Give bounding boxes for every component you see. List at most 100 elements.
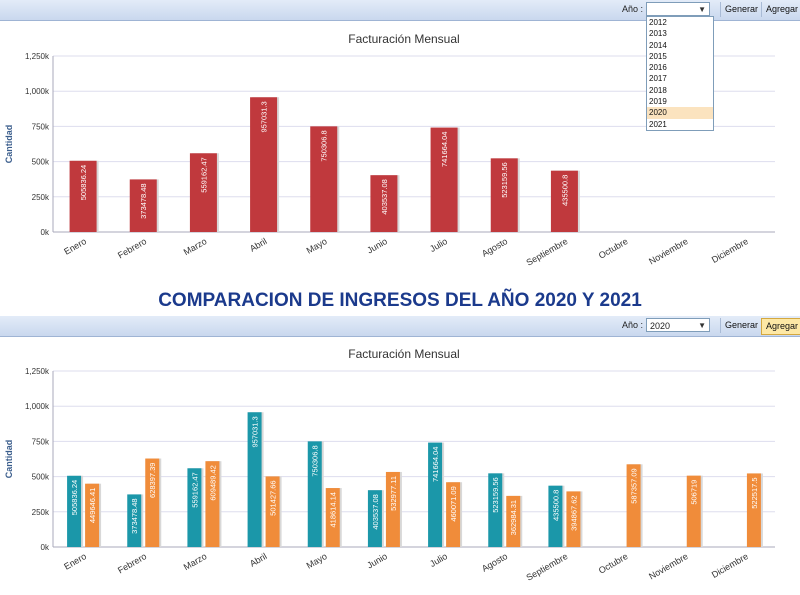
data-label: 750306.8 <box>311 445 320 476</box>
year-option[interactable]: 2016 <box>649 63 667 73</box>
data-label: 628397.39 <box>148 463 157 498</box>
add-button[interactable]: Agregar <box>761 318 800 335</box>
toolbar-top: Año : ▼ Generar Agregar <box>0 0 800 21</box>
year-label: Año : <box>622 4 644 14</box>
bar-2020[interactable] <box>490 158 518 232</box>
year-option[interactable]: 2017 <box>649 74 667 84</box>
year-option[interactable]: 2014 <box>649 40 667 50</box>
year-label: Año : <box>622 320 644 330</box>
bar-2020[interactable] <box>430 127 458 232</box>
chart-monthly-billing-comparison: Facturación Mensual Cantidad 0k 250k 500k 750… <box>4 347 775 583</box>
bar-2021[interactable] <box>506 495 521 547</box>
x-tick-label: Febrero <box>116 236 148 260</box>
data-label: 741664.04 <box>440 132 449 167</box>
x-tick-label: Febrero <box>116 551 148 575</box>
x-tick-label: Marzo <box>182 236 209 257</box>
chevron-down-icon: ▼ <box>698 5 706 14</box>
year-option[interactable]: 2020 <box>647 107 713 119</box>
bar-2021[interactable] <box>205 461 220 547</box>
year-select[interactable]: 2020 ▼ <box>646 318 710 332</box>
x-tick-label: Mayo <box>305 236 329 256</box>
bar-2020[interactable] <box>247 412 262 547</box>
x-tick-label: Junio <box>365 236 389 255</box>
x-tick-label: Mayo <box>305 551 329 571</box>
data-label: 505836.24 <box>70 480 79 515</box>
x-tick-label: Septiembre <box>525 236 570 268</box>
bar-2021[interactable] <box>446 482 461 547</box>
data-label: 373478.48 <box>139 183 148 218</box>
bar-2020[interactable] <box>187 468 202 547</box>
data-label: 957031.3 <box>251 416 260 447</box>
y-tick-label: 0k <box>41 228 50 237</box>
year-select[interactable]: ▼ <box>646 2 710 16</box>
data-label: 373478.48 <box>130 498 139 533</box>
bar-2020[interactable] <box>69 160 97 232</box>
bar-2020[interactable] <box>548 485 563 547</box>
data-label: 449646.41 <box>88 488 97 523</box>
x-tick-label: Julio <box>428 236 449 254</box>
bar-2021[interactable] <box>325 488 340 547</box>
x-tick-label: Agosto <box>480 236 509 259</box>
bar-2021[interactable] <box>566 491 581 547</box>
bar-2021[interactable] <box>85 483 100 547</box>
bar-2020[interactable] <box>370 175 398 232</box>
year-option[interactable]: 2019 <box>649 97 667 107</box>
toolbar-bottom: Año : 2020 ▼ Generar Agregar <box>0 316 800 337</box>
chart-title: Facturación Mensual <box>348 347 459 361</box>
year-select-value: 2020 <box>650 321 671 331</box>
comparison-heading: COMPARACION DE INGRESOS DEL AÑO 2020 Y 2… <box>158 290 642 311</box>
add-button[interactable]: Agregar <box>761 2 800 17</box>
x-tick-label: Enero <box>62 236 88 257</box>
year-option[interactable]: 2021 <box>649 119 667 129</box>
bar-2020[interactable] <box>367 490 382 547</box>
bar-2020[interactable] <box>550 170 578 232</box>
y-tick-label: 500k <box>32 158 50 167</box>
bar-2020[interactable] <box>310 126 338 232</box>
bar-2020[interactable] <box>307 441 322 547</box>
year-option[interactable]: 2012 <box>649 18 667 27</box>
year-option[interactable]: 2013 <box>649 29 667 39</box>
x-tick-label: Julio <box>428 551 449 569</box>
x-tick-label: Abril <box>248 236 269 254</box>
y-tick-label: 250k <box>32 508 50 517</box>
data-label: 532977.11 <box>389 476 398 511</box>
x-tick-label: Septiembre <box>525 551 570 583</box>
bar-2020[interactable] <box>67 475 82 547</box>
bar-2021[interactable] <box>686 475 701 547</box>
bar-2021[interactable] <box>145 458 160 547</box>
bar-2020[interactable] <box>129 179 157 232</box>
generate-button[interactable]: Generar <box>720 2 762 17</box>
x-tick-label: Octubre <box>597 236 630 261</box>
data-label: 559162.47 <box>199 157 208 192</box>
bar-2021[interactable] <box>746 473 761 547</box>
bar-2020[interactable] <box>189 153 217 232</box>
bar-2020[interactable] <box>428 442 443 547</box>
data-label: 435500.8 <box>551 490 560 521</box>
bar-2021[interactable] <box>265 476 280 547</box>
x-tick-label: Diciembre <box>710 551 750 580</box>
generate-button[interactable]: Generar <box>720 318 762 333</box>
y-tick-label: 1,250k <box>25 367 50 376</box>
y-axis-label: Cantidad <box>4 125 14 164</box>
x-tick-label: Junio <box>365 551 389 570</box>
year-option[interactable]: 2015 <box>649 51 667 61</box>
data-label: 394867.62 <box>569 495 578 530</box>
y-tick-label: 1,250k <box>25 52 50 61</box>
data-label: 403537.08 <box>380 179 389 214</box>
data-label: 460071.09 <box>449 486 458 521</box>
bar-2021[interactable] <box>626 464 641 547</box>
x-tick-label: Noviembre <box>647 551 690 581</box>
y-axis-label: Cantidad <box>4 440 14 479</box>
data-label: 522517.5 <box>750 477 759 508</box>
y-tick-label: 1,000k <box>25 402 50 411</box>
bar-2021[interactable] <box>385 471 400 547</box>
chart-title: Facturación Mensual <box>348 32 459 46</box>
y-tick-label: 750k <box>32 437 50 446</box>
year-option[interactable]: 2018 <box>649 85 667 95</box>
data-label: 523159.56 <box>500 162 509 197</box>
bar-2020[interactable] <box>127 494 142 547</box>
bar-2020[interactable] <box>488 473 503 547</box>
chevron-down-icon: ▼ <box>698 321 706 330</box>
bar-2020[interactable] <box>250 97 278 232</box>
x-tick-label: Diciembre <box>710 236 750 265</box>
